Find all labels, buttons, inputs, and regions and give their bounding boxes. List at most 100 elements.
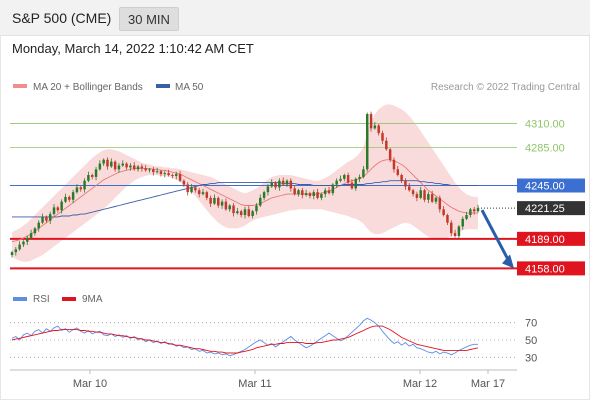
forecast-arrow-head	[502, 254, 514, 269]
candle-body	[270, 182, 273, 187]
candle-body	[68, 196, 71, 200]
candle-body	[289, 180, 293, 189]
candle-body	[274, 182, 277, 188]
chart-header: S&P 500 (CME) 30 MIN	[0, 0, 590, 36]
candle-body	[297, 190, 300, 195]
candle-body	[29, 233, 33, 238]
time-tick-label: Mar 10	[73, 378, 107, 390]
bollinger-band	[12, 104, 478, 262]
rsi-tick-label: 30	[525, 352, 537, 364]
candle-body	[365, 114, 369, 170]
candle-body	[171, 175, 174, 177]
candle-body	[339, 178, 342, 181]
candle-body	[469, 209, 472, 216]
candle-body	[373, 125, 377, 129]
candle-body	[304, 193, 308, 196]
candle-body	[155, 171, 159, 173]
candle-body	[186, 184, 189, 193]
legend-ma20-label: MA 20 + Bollinger Bands	[33, 82, 143, 93]
candle-body	[60, 201, 63, 211]
legend-rsi-label: RSI	[33, 294, 50, 305]
candle-body	[144, 168, 147, 171]
candle-body	[201, 192, 205, 195]
candle-body	[87, 175, 90, 181]
candle-body	[388, 149, 392, 160]
candle-body	[316, 192, 319, 198]
candle-body	[259, 197, 262, 206]
candle-body	[102, 159, 105, 164]
candle-body	[369, 114, 373, 129]
legend-ma50-swatch	[156, 84, 170, 88]
candle-body	[190, 187, 193, 193]
level-tag-4	[517, 231, 585, 246]
candle-body	[377, 125, 380, 134]
level-label-2: 4245.00	[525, 181, 565, 193]
candle-body	[362, 169, 365, 177]
level-tag-5	[517, 261, 585, 276]
candle-body	[41, 216, 44, 223]
candle-body	[121, 163, 125, 166]
candle-body	[308, 193, 312, 196]
candle-body	[152, 169, 155, 173]
instrument-title: S&P 500 (CME)	[12, 10, 112, 26]
candle-body	[457, 226, 461, 236]
candle-body	[472, 209, 476, 212]
candle-body	[18, 244, 21, 250]
candle-body	[71, 192, 75, 200]
candle-body	[442, 209, 445, 216]
candle-body	[243, 209, 247, 216]
candle-body	[312, 192, 315, 196]
candle-body	[281, 180, 285, 185]
candle-body	[64, 196, 67, 202]
rsi-tick-label: 70	[525, 318, 537, 330]
candle-body	[140, 166, 144, 169]
candle-body	[22, 241, 25, 245]
candle-body	[423, 190, 426, 200]
legend-rsi-ma-label: 9MA	[82, 294, 103, 305]
candle-body	[163, 173, 167, 175]
candle-body	[350, 182, 354, 189]
candle-body	[75, 187, 79, 193]
candle-body	[178, 174, 182, 181]
time-tick-label: Mar 11	[238, 378, 271, 390]
candle-body	[148, 169, 151, 171]
level-label-4: 4189.00	[525, 234, 565, 246]
time-tick-label: Mar 12	[403, 378, 437, 390]
ma50-line	[12, 180, 478, 218]
candle-body	[408, 186, 411, 191]
candle-body	[331, 184, 335, 194]
candle-body	[132, 165, 136, 170]
candle-body	[293, 188, 296, 195]
candle-body	[129, 165, 132, 168]
candle-body	[396, 169, 400, 176]
candle-body	[450, 222, 453, 234]
candle-body	[419, 190, 422, 198]
candle-body	[358, 176, 361, 179]
candle-body	[461, 218, 464, 227]
candle-body	[335, 180, 338, 185]
candle-body	[197, 190, 201, 195]
candle-body	[228, 205, 231, 210]
time-tick-label: Mar 17	[471, 378, 505, 390]
candle-body	[232, 205, 235, 214]
legend-rsi-swatch	[13, 297, 27, 301]
level-tag-2	[517, 178, 585, 193]
candle-body	[411, 190, 415, 195]
candle-body	[159, 171, 163, 175]
candle-body	[427, 194, 430, 200]
candle-body	[182, 180, 186, 185]
candle-body	[301, 190, 304, 196]
candle-body	[430, 194, 434, 202]
candle-body	[37, 222, 40, 229]
candle-body	[320, 194, 323, 198]
candle-body	[98, 163, 102, 170]
candle-body	[255, 205, 258, 212]
interval-button[interactable]: 30 MIN	[119, 7, 179, 31]
candle-body	[323, 190, 327, 195]
candle-body	[136, 166, 140, 170]
level-label-5: 4158.00	[525, 263, 565, 275]
candle-body	[106, 159, 109, 167]
candle-body	[266, 186, 270, 193]
candle-body	[125, 163, 128, 168]
